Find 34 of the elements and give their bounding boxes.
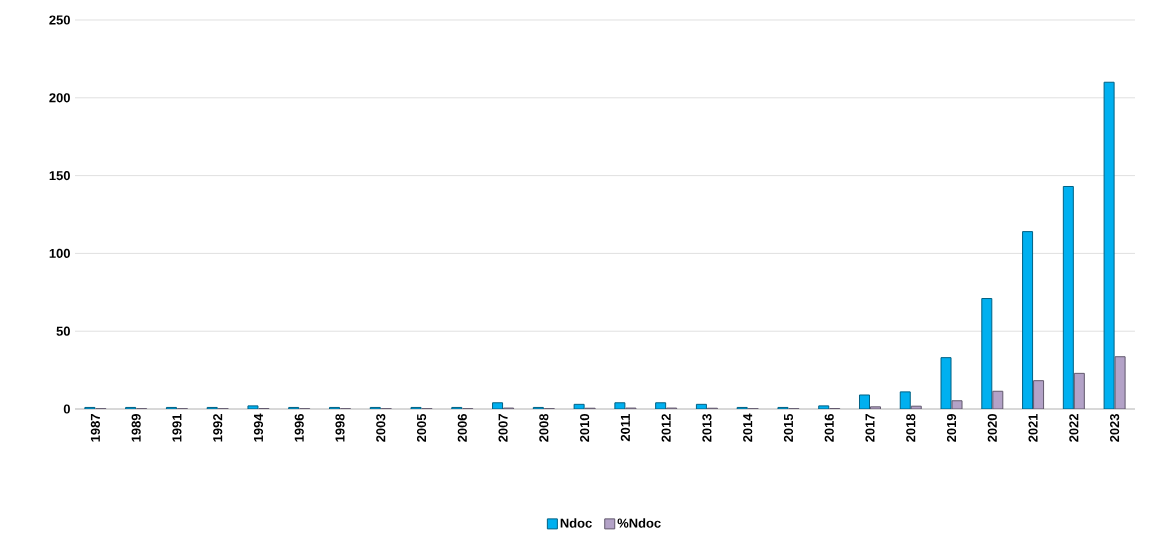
x-tick-label: 2023 (1110, 413, 1120, 442)
x-tick-label: 2008 (539, 413, 549, 442)
x-tick-label: 1987 (90, 414, 100, 442)
x-tick-label: 2003 (376, 413, 386, 442)
x-tick-label: 2022 (1069, 414, 1079, 442)
x-tick-label: 2016 (824, 413, 834, 442)
x-tick-label: 2011 (620, 413, 630, 442)
x-tick-label: 1989 (131, 414, 141, 442)
x-tick-label: 2007 (498, 414, 508, 442)
x-tick-label: 1994 (253, 413, 264, 442)
y-tick-label: 100 (49, 248, 70, 258)
x-tick-label: 1996 (294, 413, 304, 442)
y-tick-label: 200 (49, 93, 70, 103)
legend-label: %Ndoc (617, 518, 661, 528)
x-tick-label: 2012 (661, 414, 671, 442)
legend-label: Ndoc (560, 518, 592, 528)
y-tick-label: 50 (56, 326, 70, 336)
x-tick-label: 1998 (335, 413, 345, 442)
x-tick-label: 2019 (946, 414, 957, 442)
x-tick-label: 1991 (172, 413, 182, 442)
x-tick-label: 2021 (1028, 413, 1038, 442)
x-tick-label: 2014 (743, 413, 753, 442)
y-tick-label: 150 (49, 171, 70, 181)
y-tick-label: 250 (49, 15, 70, 25)
x-tick-label: 2013 (702, 413, 712, 442)
x-tick-label: 2006 (457, 413, 467, 442)
x-tick-label: 2018 (906, 413, 916, 442)
y-tick-label: 0 (63, 404, 70, 414)
x-tick-label: 2017 (865, 414, 875, 442)
x-tick-label: 2015 (783, 413, 794, 442)
x-tick-label: 2010 (580, 414, 590, 442)
x-tick-label: 2020 (987, 414, 997, 442)
x-tick-label: 1992 (213, 414, 223, 442)
x-tick-label: 2005 (416, 413, 427, 442)
